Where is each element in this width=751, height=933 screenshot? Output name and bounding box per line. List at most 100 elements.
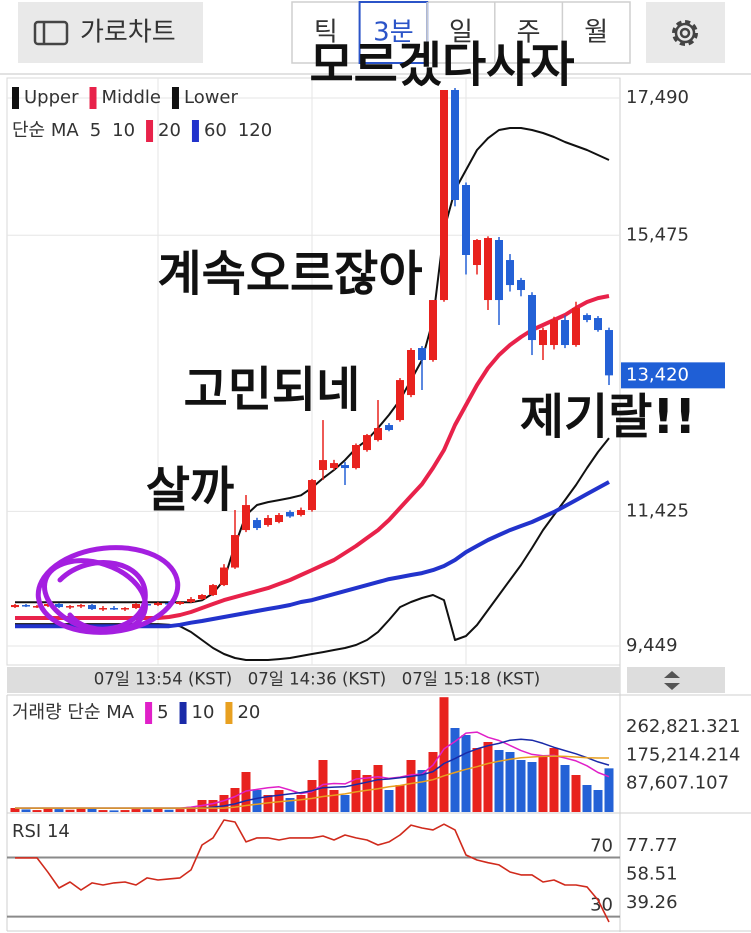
gear-hole [679,27,691,39]
candle-body [330,463,338,469]
settings-button[interactable] [646,2,725,63]
band-line [15,437,610,661]
ma-legend-period: 20 [237,702,260,723]
legend-swatch [89,87,97,109]
legend-swatch [171,87,179,109]
volume-bar [153,808,163,812]
annotation: 고민되네 [184,362,361,418]
y-tick-label: 11,425 [626,500,689,521]
gear-ring [674,22,696,44]
volume-bar [131,809,141,812]
candle-body [308,480,316,511]
y-tick-label: 87,607.107 [626,773,729,794]
volume-bar [417,770,427,812]
candle-body [539,330,547,346]
timeframe-tab[interactable]: 주 [517,18,541,48]
legend-label: Middle [102,87,161,108]
timeframe-tab[interactable]: 틱 [314,18,338,48]
chart-mode-button[interactable] [18,2,203,63]
band-line [15,294,610,620]
candle-body [374,428,382,441]
candle-body [132,604,140,609]
candle-body [22,605,30,607]
volume-bar [43,808,53,812]
volume-bar [142,809,152,812]
candle-body [253,520,261,529]
x-axis-bar [7,667,620,693]
candle-body [572,308,580,346]
volume-bar [10,808,20,812]
panel-title: RSI 14 [12,821,70,842]
current-price-box [621,362,725,389]
reference-label: 70 [590,835,613,856]
candle-body [484,238,492,301]
annotation: 계속오르잖아 [158,246,423,302]
timeframe-tab[interactable]: 월 [584,18,608,48]
candle-body [473,239,481,266]
volume-bar [384,790,394,812]
candle-body [550,320,558,346]
candle-body [594,318,602,331]
x-tick-label: 07일 15:18 (KST) [402,670,540,689]
ma-legend-period: 120 [238,120,272,141]
chart-mode-label[interactable]: 가로차트 [80,18,176,48]
candle-body [583,315,591,321]
volume-bar [406,760,416,812]
volume-bar [560,765,570,812]
scroll-button[interactable] [627,667,725,693]
ma-legend-period: 10 [112,120,135,141]
volume-bar [593,790,603,812]
candle-body [33,606,41,608]
timeframe-tab[interactable]: 3분 [373,18,413,48]
ma-legend-period: 60 [204,120,227,141]
candle-body [451,89,459,200]
volume-bar [285,798,295,812]
candle-body [605,330,613,376]
candle-body [517,280,525,291]
candle-body [242,505,250,531]
legend-swatch [145,702,153,724]
candle-body [363,435,371,451]
scribble [35,545,181,635]
timeframe-tab[interactable]: 일 [449,18,473,48]
candle-body [44,604,52,607]
candle-body [220,567,228,586]
candle-body [209,585,217,596]
volume-bar [351,770,361,812]
y-tick-label: 39.26 [626,892,678,913]
legend-swatch [191,120,199,142]
candle-body [352,445,360,469]
candle-body [440,89,448,301]
volume-bar [98,810,108,812]
candle-body [55,604,63,608]
candle-body [429,300,437,361]
panel-title: 거래량 단순 MA [12,702,135,723]
volume-ma-line [15,755,609,809]
volume-bar [307,780,317,812]
candle-body [341,465,349,469]
ma-legend-title: 단순 MA [12,120,79,141]
volume-bar [395,785,405,812]
candle-body [462,184,470,255]
volume-bar [186,806,196,812]
volume-bar [318,760,328,812]
candle-body [528,294,536,341]
candle-body [506,260,514,286]
candle-body [187,599,195,603]
candle-body [121,608,129,610]
y-tick-label: 262,821.321 [626,716,741,737]
volume-bar [54,809,64,812]
timeframe-tabs [291,1,631,64]
volume-bar [208,800,218,812]
volume-bar [450,728,460,812]
volume-bar [87,808,97,812]
reference-label: 30 [590,895,613,916]
ma-legend-period: 20 [158,120,181,141]
candle-body [561,320,569,346]
candle-body [319,460,327,471]
x-tick-label: 07일 13:54 (KST) [94,670,232,689]
volume-bar [109,810,119,812]
current-price-label: 13,420 [626,364,689,385]
legend-label: Lower [184,87,239,108]
